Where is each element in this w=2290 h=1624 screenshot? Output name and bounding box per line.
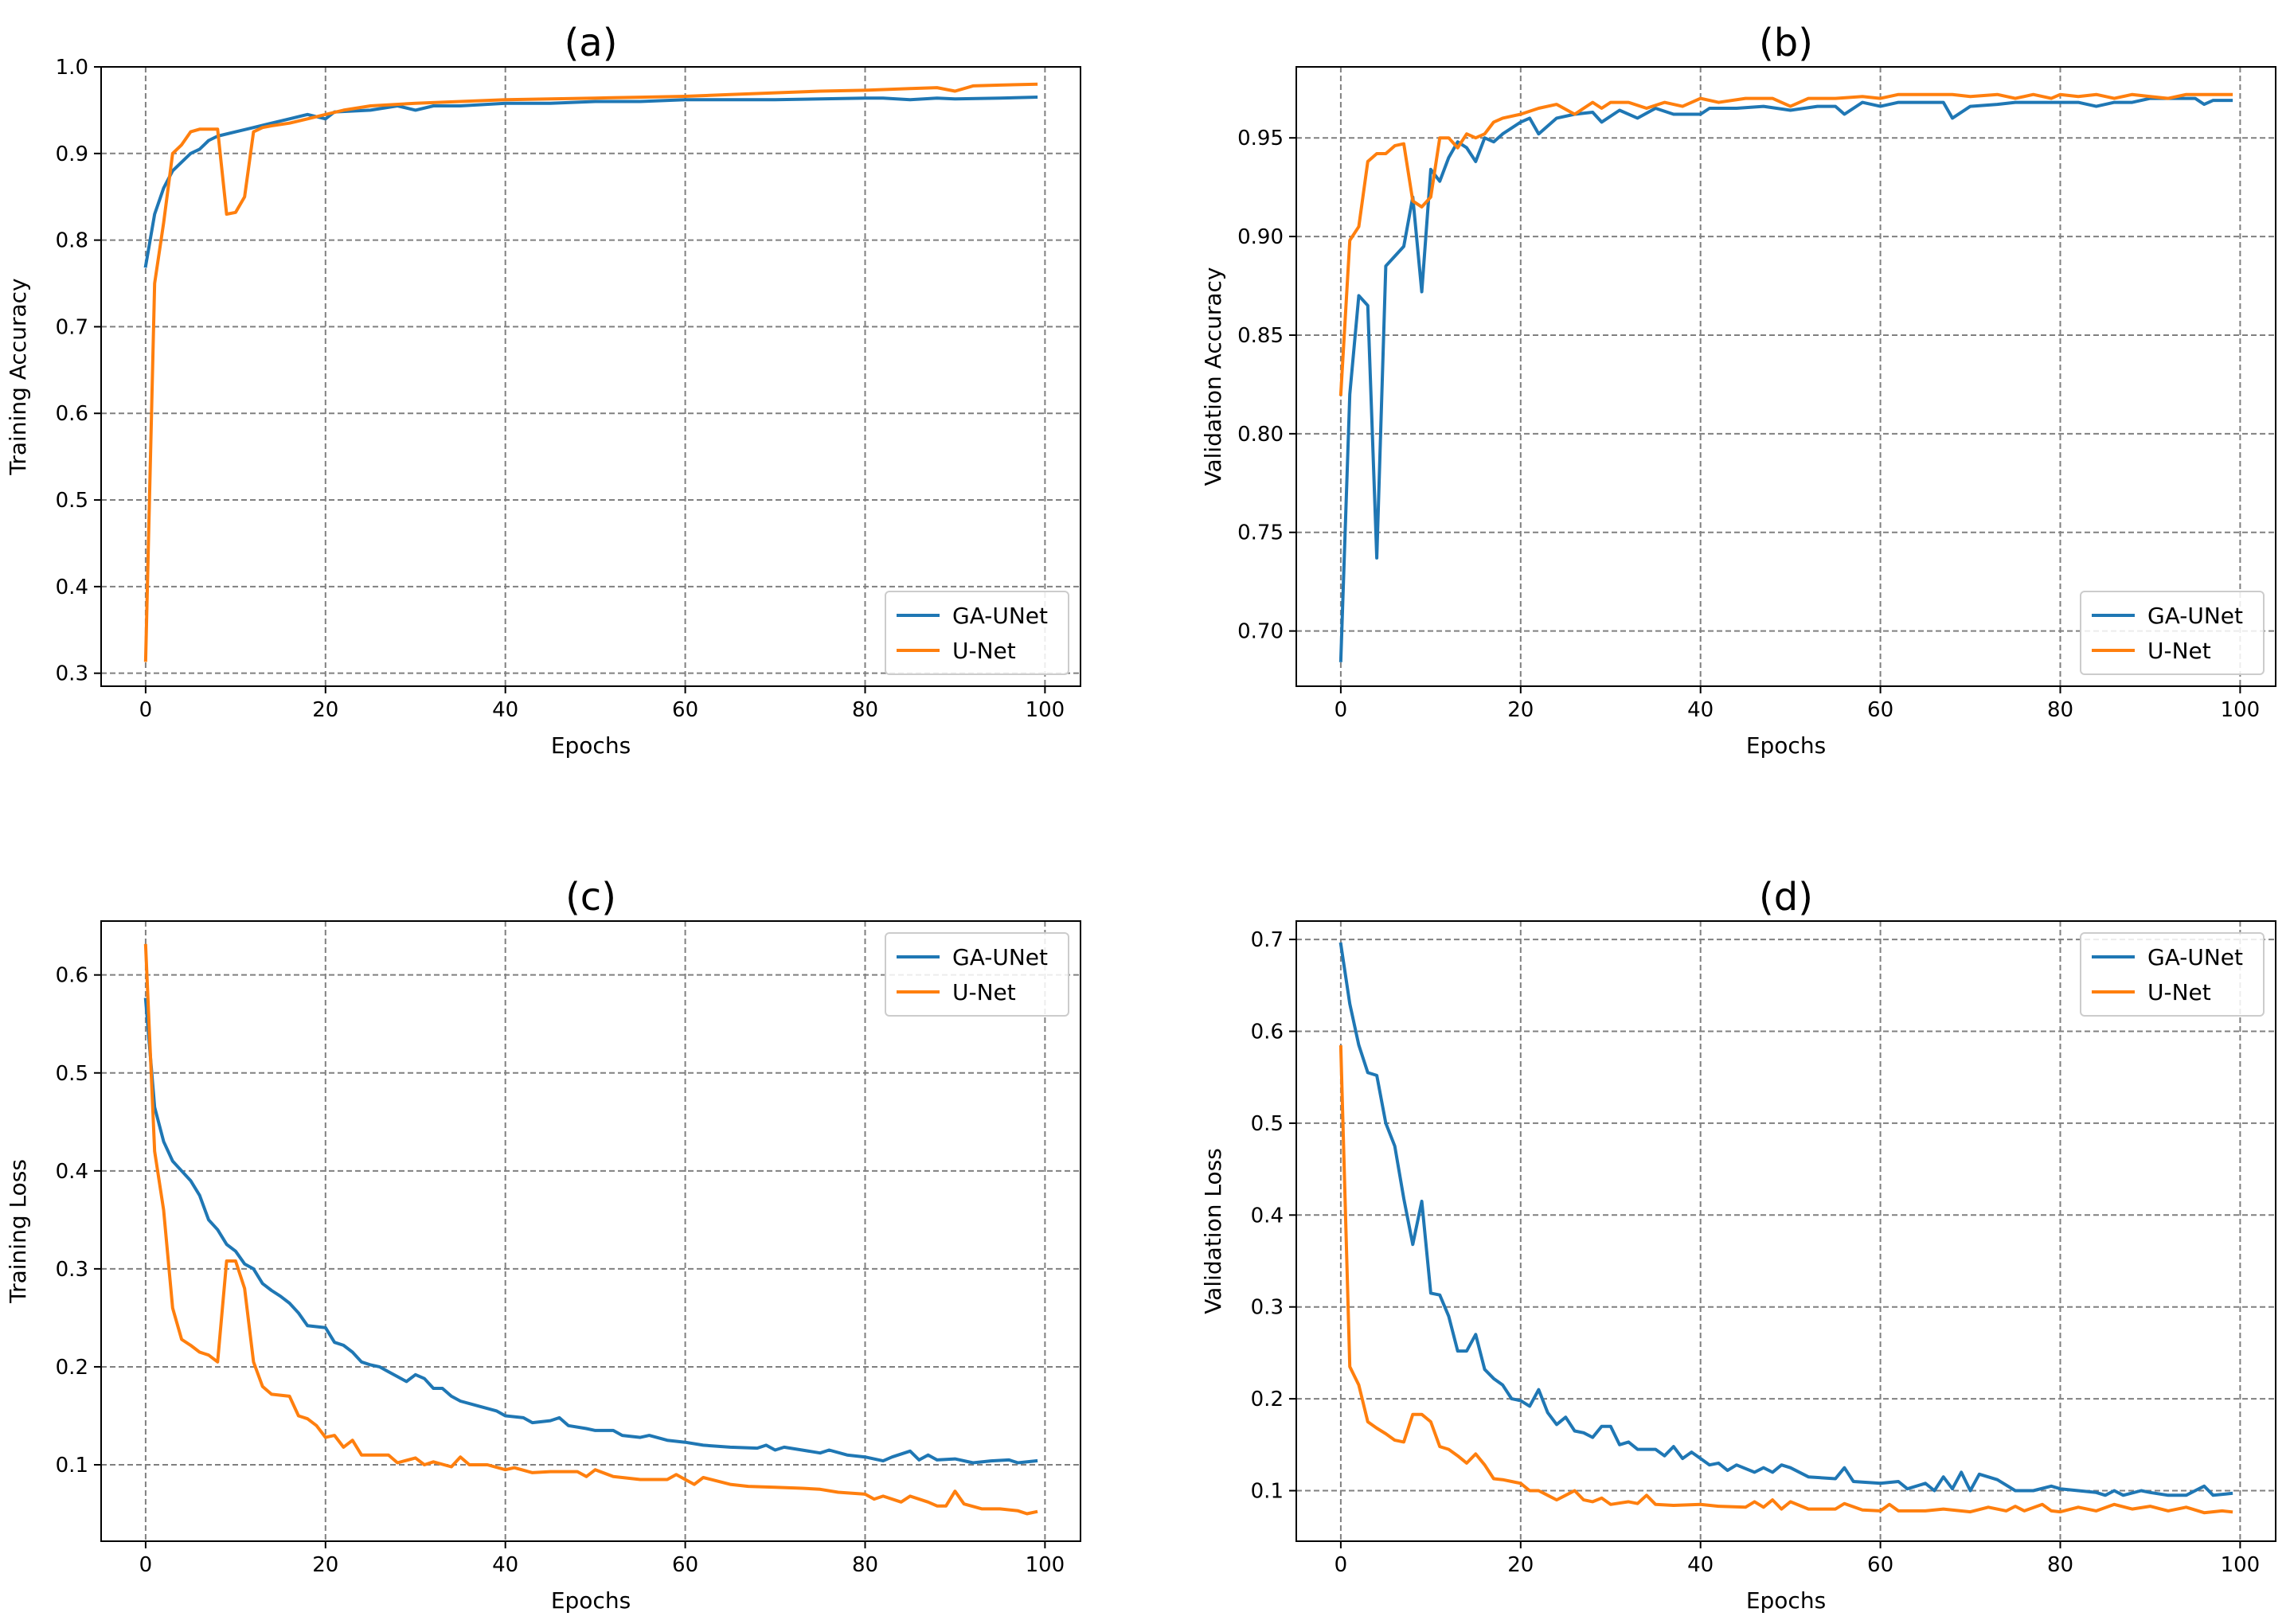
y-tick-label: 0.6	[56, 964, 88, 988]
chart-title: (d)	[1759, 875, 1813, 919]
x-tick-label: 40	[1687, 698, 1714, 722]
y-tick-label: 0.2	[1251, 1388, 1284, 1411]
x-tick-label: 40	[492, 698, 518, 722]
x-axis-label: Epochs	[551, 732, 631, 759]
x-tick-label: 60	[1867, 1553, 1893, 1577]
x-tick-label: 60	[672, 1553, 698, 1577]
x-tick-label: 100	[2221, 1553, 2261, 1577]
y-axis-label: Validation Accuracy	[1200, 267, 1226, 486]
y-tick-label: 0.75	[1237, 521, 1284, 545]
legend-label-ga-unet: GA-UNet	[2147, 944, 2243, 970]
x-tick-label: 40	[1687, 1553, 1714, 1577]
y-tick-label: 0.7	[1251, 928, 1284, 952]
series-line-ga-unet	[1338, 942, 2233, 1497]
y-axis-label: Validation Loss	[1200, 1148, 1226, 1314]
y-tick-label: 0.4	[56, 1160, 88, 1184]
x-axis-label: Epochs	[551, 1587, 631, 1614]
chart-panel-c: 0 20 40 60 80 100 0.1 0.2 0.3 0.4 0.5 0.6 (c) Epochs T…	[5, 875, 1081, 1614]
series-line-u-net	[1338, 1045, 2233, 1515]
y-tick-label: 0.5	[1251, 1112, 1284, 1136]
x-tick-label: 20	[1507, 1553, 1534, 1577]
y-tick-label: 1.0	[56, 56, 88, 80]
axes-frame	[100, 920, 1081, 1542]
legend: GA-UNet U-Net	[885, 932, 1069, 1017]
legend-label-u-net: U-Net	[952, 638, 1016, 664]
x-tick-label: 100	[1026, 1553, 1065, 1577]
y-tick-label: 0.1	[56, 1454, 88, 1478]
x-tick-label: 80	[2047, 698, 2073, 722]
legend-box	[2080, 591, 2265, 675]
x-tick-label: 0	[139, 1553, 153, 1577]
legend-box	[885, 932, 1069, 1017]
series-line-ga-unet	[1338, 96, 2233, 662]
y-tick-label: 0.80	[1237, 423, 1284, 447]
legend-box	[885, 591, 1069, 675]
axes-frame	[100, 66, 1081, 687]
y-tick-label: 0.8	[56, 229, 88, 253]
y-tick-label: 0.3	[56, 662, 88, 686]
series-line-u-net	[143, 943, 1038, 1516]
legend-label-u-net: U-Net	[952, 979, 1016, 1005]
y-tick-label: 0.3	[1251, 1296, 1284, 1320]
series-line-ga-unet	[143, 997, 1038, 1465]
x-axis-label: Epochs	[1746, 732, 1826, 759]
y-tick-label: 0.2	[56, 1356, 88, 1380]
y-tick-label: 0.70	[1237, 620, 1284, 644]
y-tick-label: 0.7	[56, 315, 88, 339]
legend-label-ga-unet: GA-UNet	[952, 603, 1048, 629]
x-tick-label: 100	[1026, 698, 1065, 722]
y-axis-label: Training Loss	[5, 1159, 31, 1304]
series-line-u-net	[143, 82, 1038, 662]
x-tick-label: 80	[852, 698, 878, 722]
chart-title: (a)	[565, 21, 618, 65]
chart-panel-a: 0 20 40 60 80 100 0.3 0.4 0.5 0.6 0.7 0.8 0.9 1.0 (a) E…	[5, 21, 1081, 759]
series-line-u-net	[1338, 92, 2233, 396]
x-tick-label: 80	[852, 1553, 878, 1577]
chart-panel-d: 0 20 40 60 80 100 0.1 0.2 0.3 0.4 0.5 0.6 0.7 (d) Epoc…	[1200, 875, 2276, 1614]
x-tick-label: 0	[1335, 1553, 1348, 1577]
x-tick-label: 40	[492, 1553, 518, 1577]
y-tick-label: 0.6	[56, 402, 88, 426]
y-axis-label: Training Accuracy	[5, 278, 31, 475]
legend: GA-UNet U-Net	[2080, 932, 2265, 1017]
y-tick-label: 0.1	[1251, 1480, 1284, 1504]
x-tick-label: 0	[139, 698, 153, 722]
x-tick-label: 20	[312, 1553, 338, 1577]
y-tick-label: 0.90	[1237, 225, 1284, 249]
chart-panel-b: 0 20 40 60 80 100 0.70 0.75 0.80 0.85 0.90 0.95 (b) E…	[1200, 21, 2276, 759]
y-tick-label: 0.4	[1251, 1204, 1284, 1228]
axes-frame	[1295, 920, 2276, 1542]
legend-label-u-net: U-Net	[2147, 638, 2211, 664]
legend: GA-UNet U-Net	[2080, 591, 2265, 675]
axes-frame	[1295, 66, 2276, 687]
y-tick-label: 0.85	[1237, 324, 1284, 348]
x-tick-label: 20	[312, 698, 338, 722]
y-tick-label: 0.6	[1251, 1020, 1284, 1044]
x-tick-label: 0	[1335, 698, 1348, 722]
legend-label-ga-unet: GA-UNet	[2147, 603, 2243, 629]
legend: GA-UNet U-Net	[885, 591, 1069, 675]
y-tick-label: 0.3	[56, 1258, 88, 1282]
x-tick-label: 80	[2047, 1553, 2073, 1577]
legend-label-u-net: U-Net	[2147, 979, 2211, 1005]
y-tick-label: 0.9	[56, 142, 88, 166]
x-tick-label: 60	[672, 698, 698, 722]
x-axis-label: Epochs	[1746, 1587, 1826, 1614]
chart-title: (c)	[565, 875, 616, 919]
x-tick-label: 20	[1507, 698, 1534, 722]
chart-title: (b)	[1759, 21, 1813, 65]
x-tick-label: 100	[2221, 698, 2261, 722]
y-tick-label: 0.5	[56, 489, 88, 513]
y-tick-label: 0.5	[56, 1062, 88, 1086]
series-line-ga-unet	[143, 96, 1038, 268]
legend-label-ga-unet: GA-UNet	[952, 944, 1048, 970]
x-tick-label: 60	[1867, 698, 1893, 722]
legend-box	[2080, 932, 2265, 1017]
y-tick-label: 0.95	[1237, 127, 1284, 150]
y-tick-label: 0.4	[56, 576, 88, 599]
